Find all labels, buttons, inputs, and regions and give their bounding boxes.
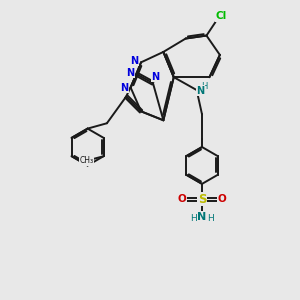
Text: Cl: Cl <box>216 11 227 21</box>
Text: S: S <box>198 193 206 206</box>
Text: N: N <box>120 82 128 93</box>
Text: CH₃: CH₃ <box>79 156 93 165</box>
Text: H: H <box>190 214 197 224</box>
Text: O: O <box>177 194 186 204</box>
Text: N: N <box>126 68 134 78</box>
Text: O: O <box>218 194 226 204</box>
Text: H: H <box>207 214 213 224</box>
Text: N: N <box>151 72 159 82</box>
Text: N: N <box>196 85 205 96</box>
Text: H: H <box>201 82 207 91</box>
Text: N: N <box>130 56 139 66</box>
Text: N: N <box>197 212 207 222</box>
